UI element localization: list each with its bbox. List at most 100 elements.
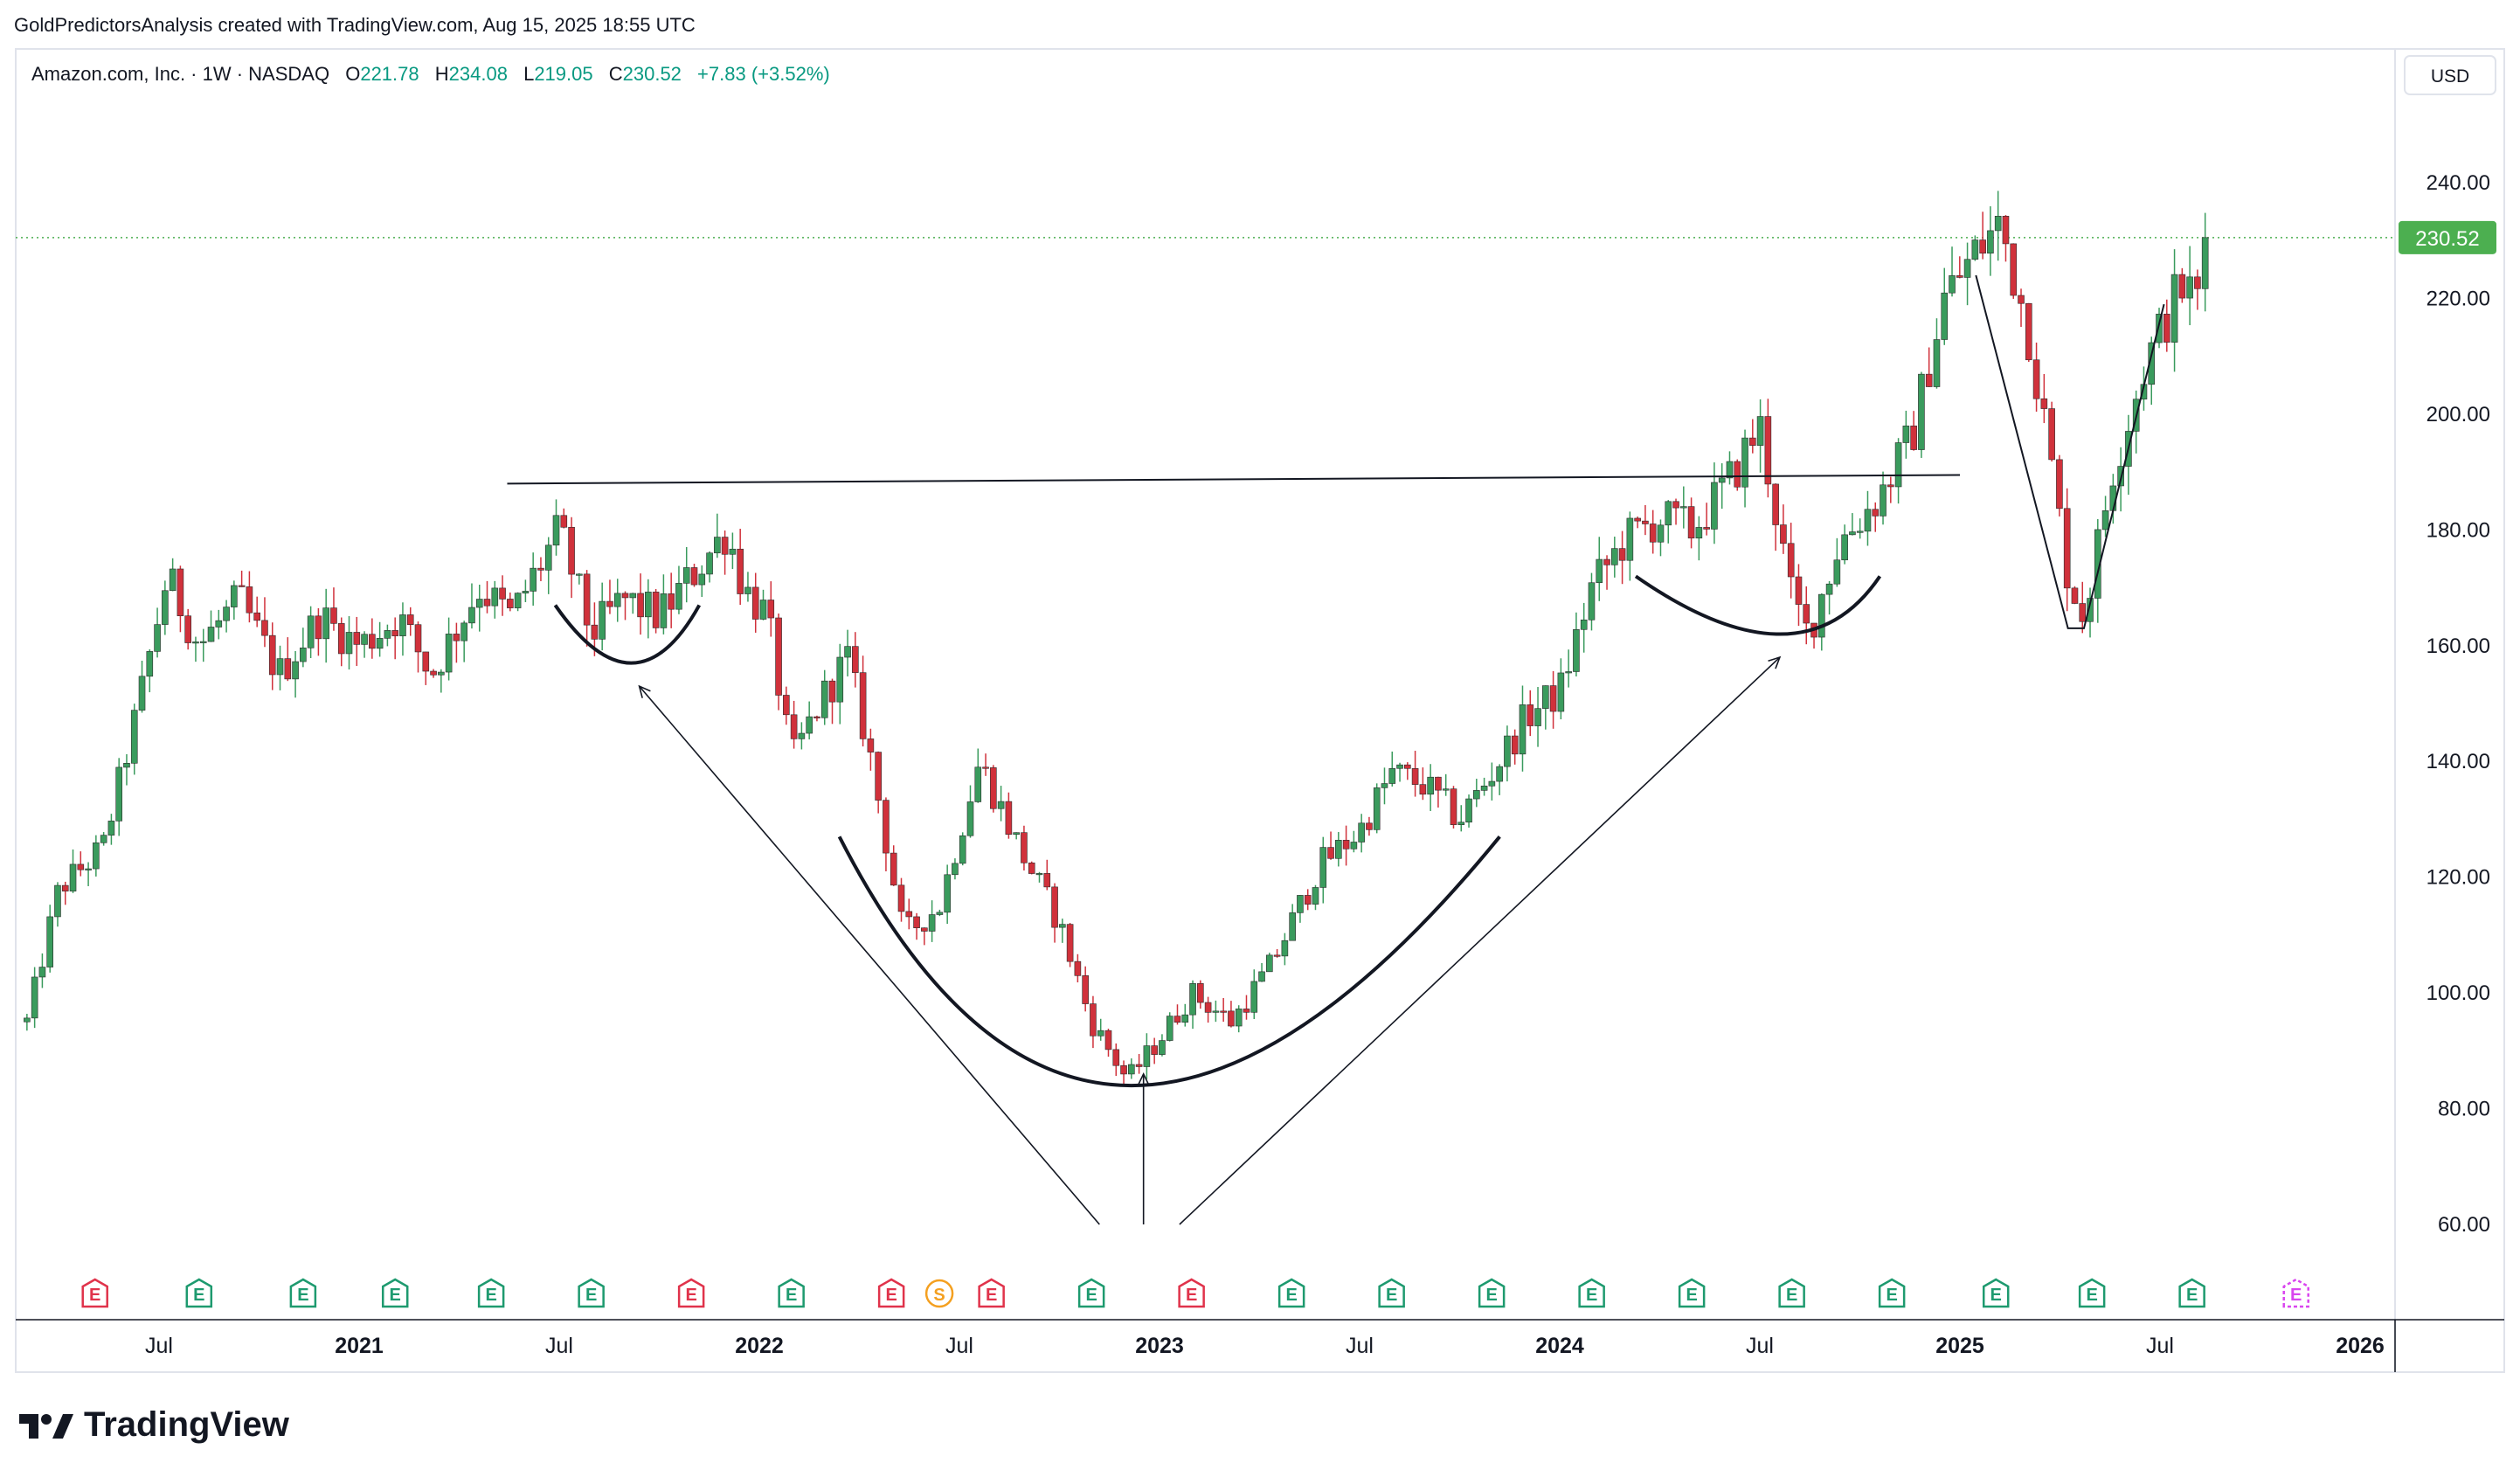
v-pattern-lines[interactable] bbox=[1975, 274, 2165, 629]
marker-letter: E bbox=[2290, 1286, 2302, 1305]
cup-arc-main[interactable] bbox=[837, 836, 1501, 1087]
candle-up bbox=[38, 967, 46, 978]
currency-button[interactable] bbox=[2404, 55, 2496, 95]
earnings-marker-icon[interactable]: E bbox=[289, 1278, 317, 1308]
marker-letter: E bbox=[1886, 1286, 1897, 1305]
candle-down bbox=[637, 593, 644, 618]
candle-down bbox=[1603, 558, 1610, 565]
candle-down bbox=[1618, 548, 1626, 561]
earnings-marker-icon[interactable]: E bbox=[185, 1278, 213, 1308]
candle-down bbox=[859, 672, 867, 739]
candle-up bbox=[376, 638, 384, 649]
candle-up bbox=[46, 916, 53, 967]
candle-up bbox=[307, 615, 315, 648]
candle-up bbox=[997, 801, 1005, 809]
marker-letter: E bbox=[1990, 1286, 2002, 1305]
candle-down bbox=[1734, 461, 1741, 488]
earnings-marker-icon[interactable]: E bbox=[978, 1278, 1005, 1308]
candle-up bbox=[1695, 527, 1703, 539]
earnings-marker-icon[interactable]: E bbox=[2282, 1278, 2309, 1308]
candle-up bbox=[806, 716, 813, 734]
candle-down bbox=[1435, 776, 1442, 791]
earnings-marker-icon[interactable]: E bbox=[477, 1278, 505, 1308]
earnings-marker-icon[interactable]: E bbox=[2178, 1278, 2205, 1308]
candle-up bbox=[1143, 1045, 1151, 1067]
candle-up bbox=[1963, 259, 1971, 278]
candle-down bbox=[1672, 501, 1679, 509]
candle-up bbox=[1059, 924, 1066, 928]
earnings-marker-icon[interactable]: E bbox=[578, 1278, 605, 1308]
candle-up bbox=[552, 515, 560, 546]
candle-up bbox=[798, 732, 806, 739]
candle-up bbox=[2170, 274, 2178, 343]
candlestick-series bbox=[24, 191, 2209, 1085]
price-axis-ticks: 60.00 80.00 100.00 120.00 140.00 160.00 180.00… bbox=[2427, 171, 2490, 1237]
candle-down bbox=[1112, 1049, 1120, 1066]
arrow-head-icon bbox=[1137, 1071, 1150, 1085]
arrow-line[interactable] bbox=[638, 685, 1100, 1225]
candle-up bbox=[85, 868, 92, 870]
earnings-marker-icon[interactable]: E bbox=[1678, 1278, 1706, 1308]
candle-up bbox=[2201, 237, 2209, 289]
candle-up bbox=[100, 835, 107, 843]
split-marker-icon[interactable]: S bbox=[924, 1279, 954, 1308]
marker-letter: E bbox=[1386, 1286, 1397, 1305]
candle-up bbox=[660, 593, 668, 628]
candle-up bbox=[1381, 783, 1388, 788]
time-tick-label: 2022 bbox=[735, 1334, 784, 1358]
earnings-marker-icon[interactable]: E bbox=[877, 1278, 905, 1308]
candle-up bbox=[1657, 524, 1665, 543]
candle-down bbox=[737, 548, 744, 594]
chart-frame bbox=[15, 48, 2505, 1373]
earnings-marker-icon[interactable]: E bbox=[81, 1278, 108, 1308]
arrow-line[interactable] bbox=[1179, 656, 1781, 1225]
last-price-badge: 230.52 bbox=[2399, 220, 2496, 254]
candle-down bbox=[1220, 1010, 1227, 1013]
candle-down bbox=[982, 766, 989, 769]
candle-up bbox=[199, 641, 207, 643]
earnings-marker-icon[interactable]: E bbox=[1277, 1278, 1305, 1308]
candle-up bbox=[1519, 704, 1527, 755]
candle-down bbox=[2063, 508, 2071, 589]
earnings-marker-icon[interactable]: E bbox=[1778, 1278, 1805, 1308]
candle-down bbox=[1135, 1064, 1143, 1067]
candle-down bbox=[1687, 506, 1695, 539]
candle-down bbox=[1197, 983, 1204, 1003]
candle-down bbox=[1979, 239, 1986, 254]
price-tick-label: 220.00 bbox=[2427, 287, 2490, 310]
candle-down bbox=[2056, 459, 2063, 510]
candle-down bbox=[1342, 840, 1350, 849]
cup-arc-left-shoulder[interactable] bbox=[553, 604, 702, 665]
earnings-marker-icon[interactable]: E bbox=[778, 1278, 805, 1308]
earnings-marker-icon[interactable]: E bbox=[1578, 1278, 1605, 1308]
candle-up bbox=[192, 641, 199, 644]
earnings-marker-icon[interactable]: E bbox=[1077, 1278, 1105, 1308]
earnings-marker-icon[interactable]: E bbox=[1982, 1278, 2010, 1308]
earnings-marker-icon[interactable]: E bbox=[1178, 1278, 1205, 1308]
candle-up bbox=[1741, 437, 1748, 488]
cup-arc-right-shoulder[interactable] bbox=[1634, 574, 1882, 636]
candle-down bbox=[1450, 788, 1457, 825]
time-tick-label: Jul bbox=[145, 1334, 173, 1358]
earnings-marker-icon[interactable]: E bbox=[381, 1278, 409, 1308]
candle-up bbox=[2186, 276, 2193, 299]
earnings-marker-icon[interactable]: E bbox=[2078, 1278, 2106, 1308]
candle-up bbox=[576, 573, 583, 576]
candle-up bbox=[1856, 530, 1864, 533]
candle-down bbox=[591, 624, 599, 640]
candle-down bbox=[668, 593, 675, 610]
candle-up bbox=[460, 622, 467, 641]
candle-up bbox=[154, 624, 161, 652]
candle-up bbox=[1488, 780, 1496, 787]
candle-up bbox=[544, 544, 552, 571]
earnings-marker-icon[interactable]: E bbox=[677, 1278, 705, 1308]
resistance-line[interactable] bbox=[507, 474, 1961, 485]
earnings-marker-icon[interactable]: E bbox=[1478, 1278, 1506, 1308]
candle-down bbox=[1273, 954, 1281, 957]
earnings-marker-icon[interactable]: E bbox=[1378, 1278, 1405, 1308]
candle-down bbox=[330, 607, 337, 624]
legend-open-label: O bbox=[345, 63, 360, 85]
tradingview-logo-text: TradingView bbox=[84, 1405, 290, 1444]
earnings-marker-icon[interactable]: E bbox=[1878, 1278, 1906, 1308]
